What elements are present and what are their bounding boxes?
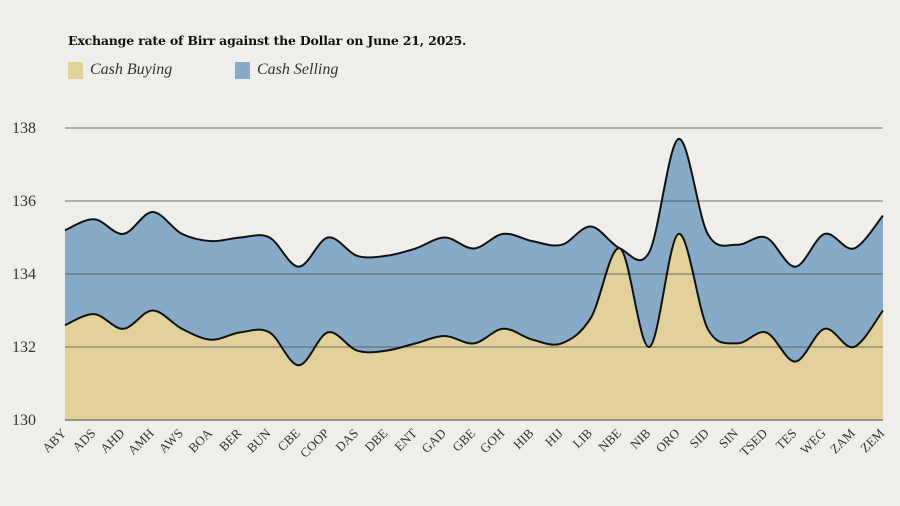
x-tick-label: ZEM	[857, 425, 887, 455]
x-tick-label: AWS	[156, 426, 186, 456]
legend-item-cash-buying: Cash Buying	[68, 60, 172, 80]
x-tick-label: DAS	[332, 426, 361, 455]
x-tick-label: ADS	[69, 426, 98, 455]
y-tick-label: 132	[12, 339, 36, 356]
x-tick-label: NIB	[627, 425, 654, 452]
x-tick-label: LIB	[570, 425, 596, 451]
x-tick-label: ORO	[653, 426, 683, 456]
y-tick-label: 134	[12, 266, 36, 283]
y-tick-label: 130	[12, 412, 36, 429]
x-tick-label: COOP	[297, 426, 332, 461]
legend-swatch-cash-selling	[235, 61, 250, 79]
y-tick-label: 138	[12, 120, 36, 137]
x-tick-label: ENT	[391, 425, 420, 454]
x-tick-label: GBE	[449, 425, 478, 454]
x-tick-label: GAD	[418, 426, 449, 457]
x-tick-label: DBE	[361, 425, 390, 454]
x-tick-label: AHD	[97, 426, 128, 457]
x-tick-label: ZAM	[827, 425, 858, 456]
x-tick-label: BOA	[185, 425, 215, 455]
x-tick-label: GOH	[477, 426, 508, 457]
line-cash-buying	[64, 232, 884, 367]
x-tick-label: BUN	[244, 425, 274, 455]
x-tick-label: ABY	[39, 425, 69, 455]
x-tick-label: HIB	[510, 425, 537, 452]
x-tick-label: NBE	[595, 425, 624, 454]
x-tick-label: BER	[216, 425, 245, 454]
x-tick-label: TSED	[737, 426, 771, 460]
line-cash-selling	[64, 137, 884, 268]
x-tick-label: TES	[773, 426, 800, 453]
legend-item-cash-selling: Cash Selling	[235, 60, 338, 80]
y-tick-label: 136	[12, 193, 36, 210]
x-tick-label: WEG	[797, 426, 829, 458]
legend-swatch-cash-buying	[68, 61, 83, 79]
x-tick-label: AMH	[125, 426, 157, 458]
x-tick-label: SID	[686, 426, 711, 451]
area-cash-buying	[65, 233, 883, 420]
x-tick-label: HIJ	[542, 426, 566, 450]
legend-label-cash-selling: Cash Selling	[257, 61, 339, 78]
legend-label-cash-buying: Cash Buying	[90, 61, 173, 78]
chart-title: Exchange rate of Birr against the Dollar…	[68, 33, 467, 48]
